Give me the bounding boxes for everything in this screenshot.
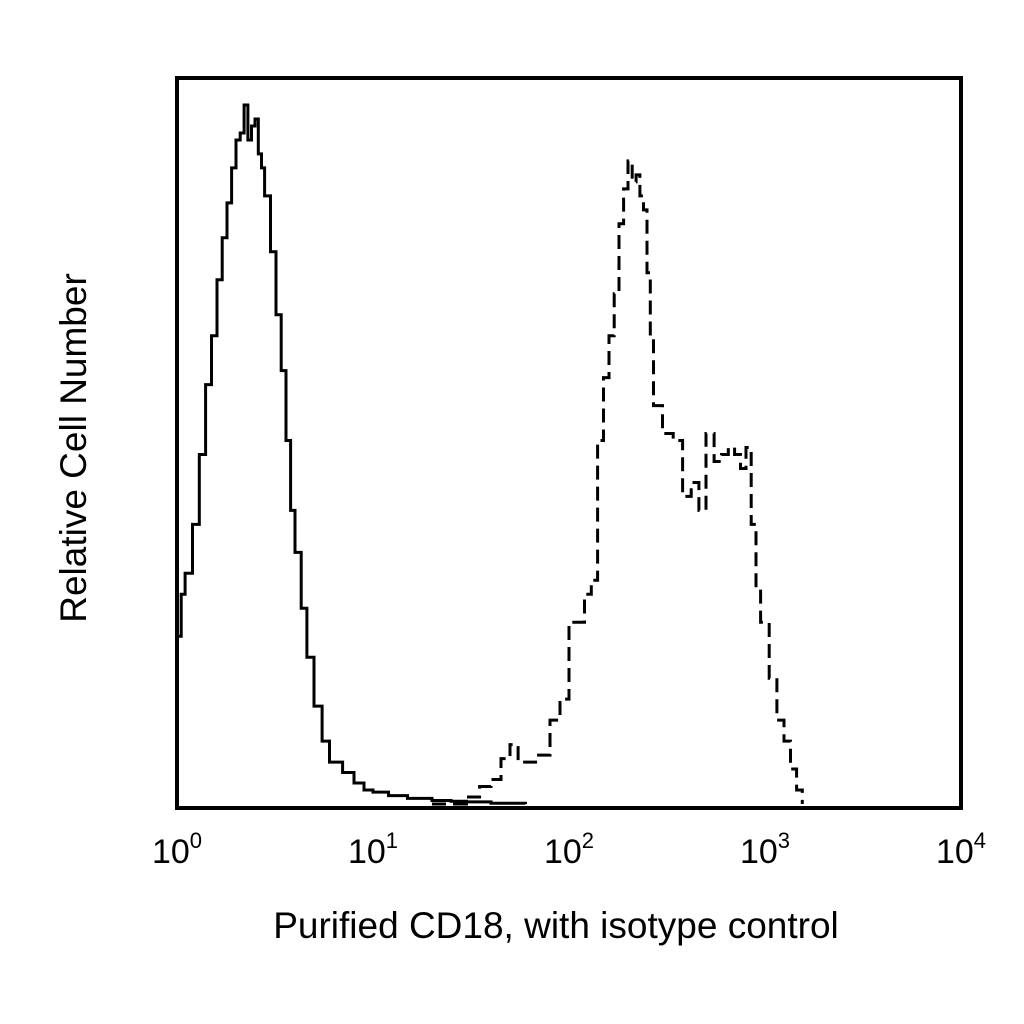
series-line-dashed [432,159,804,806]
x-tick-label: 101 [348,828,398,871]
x-axis-ticks: 100 101 102 103 104 [152,828,986,871]
plot-frame [175,76,963,810]
x-tick-label: 102 [544,828,594,871]
x-tick-label: 103 [740,828,790,871]
x-axis-title: Purified CD18, with isotype control [273,905,839,946]
series-line-solid [177,103,527,805]
x-tick-label: 104 [936,828,986,871]
series-layer [177,103,804,806]
y-axis-title: Relative Cell Number [53,273,94,623]
x-tick-label: 100 [152,828,202,871]
